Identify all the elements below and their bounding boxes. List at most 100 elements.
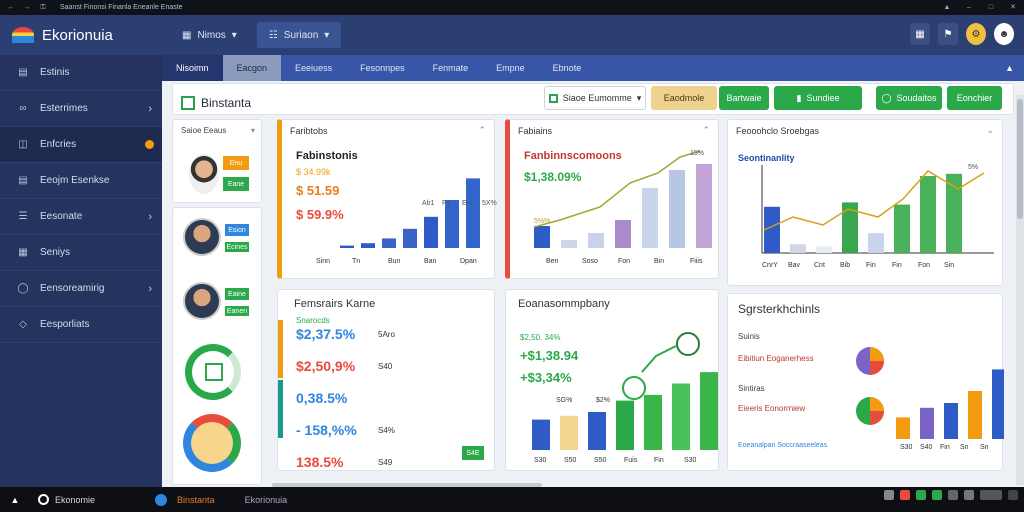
chart-bar [816, 246, 832, 253]
sidebar-item-3[interactable]: ◫ Enfcries [0, 127, 162, 163]
chart-bar [588, 412, 606, 450]
toolbar-button-5[interactable]: Eonchier [947, 86, 1002, 110]
avatar[interactable]: ☻ [994, 23, 1014, 45]
sidebar-item-label: Enfcries [40, 139, 77, 150]
tick-label: Soso [582, 258, 598, 265]
sidebar-item-1[interactable]: ▤ Estinis [0, 55, 162, 91]
start-icon[interactable]: ▲ [10, 494, 20, 505]
excel-icon[interactable] [916, 490, 926, 500]
clock [980, 490, 1002, 500]
flag-icon[interactable]: ⚑ [938, 23, 958, 45]
vertical-scrollbar[interactable] [1016, 95, 1024, 485]
sidebar-item-6[interactable]: ▦ Seniys [0, 235, 162, 271]
sidebar-item-label: Estinis [40, 67, 70, 78]
maximize-button[interactable]: □ [988, 4, 994, 11]
sidebar-item-4[interactable]: ▤ Eeojm Esenkse [0, 163, 162, 199]
people-panel: Esion Ecines Eaine Eanen [172, 207, 262, 485]
forward-icon[interactable]: → [23, 4, 31, 11]
sidebar-item-2[interactable]: ∞ Esterrimes › [0, 91, 162, 127]
search-icon[interactable] [38, 494, 49, 505]
chart-bar [588, 233, 604, 248]
section-label: Sintiras [738, 384, 765, 393]
window-titlebar: ← → ⚿ Saanst Finonsi Finanla Eneanle Ena… [0, 0, 1024, 15]
sidebar-item-label: Eeojm Esenkse [40, 175, 110, 186]
notification-icon[interactable] [1008, 490, 1018, 500]
list-icon: ☰ [18, 211, 28, 222]
minimize-button[interactable]: – [967, 4, 971, 11]
filter-select[interactable]: Siaoe Eumomme ▾ [544, 86, 646, 110]
chevron-right-icon: › [148, 210, 152, 223]
chart-bar [561, 240, 577, 248]
tab-2[interactable]: Eacgon [222, 55, 282, 81]
person-badge: Ecines [225, 242, 249, 252]
pie-slice [870, 361, 884, 375]
metric: $ 59.9% [296, 207, 344, 222]
app-icon[interactable] [900, 490, 910, 500]
people-panel-top: Saioe Eeaus ▾ Enu Eane [172, 119, 262, 203]
card-fabinstonis: Faribtobs ⌃ Fabinstonis $ 34.99k $ 51.59 $ … [277, 119, 497, 279]
header-menu-button[interactable]: ▦ Nimos ▾ [182, 29, 237, 41]
close-button[interactable]: ✕ [1010, 4, 1016, 11]
metric: 138.5% [296, 454, 344, 470]
chart-bar [944, 403, 958, 439]
sidebar-item-7[interactable]: ◯ Eensoreamirig › [0, 271, 162, 307]
row-label: Eieeris Eonorrniew [738, 404, 805, 413]
sidebar-item-label: Eesonate [40, 211, 83, 222]
battery-icon[interactable] [964, 490, 974, 500]
avatar[interactable] [183, 218, 221, 256]
tab-4[interactable]: Fesonnpes [360, 63, 405, 73]
chart-bar [868, 233, 884, 253]
apps-icon[interactable]: ▦ [910, 23, 930, 45]
chevron-down-icon[interactable]: ⌄ [986, 125, 994, 135]
browser-icon[interactable] [155, 493, 168, 506]
chart-bar [896, 417, 910, 439]
tab-1[interactable]: Nisoimn [162, 55, 223, 81]
chart-icon [205, 363, 223, 381]
toolbar-button-4[interactable]: ◯ Soudaitos [876, 86, 942, 110]
sidebar-item-label: Seniys [40, 247, 71, 258]
toolbar-button-2[interactable]: Bartwaie [719, 86, 769, 110]
tab-7[interactable]: Ebnote [552, 63, 582, 73]
card4-action-button[interactable]: S4E [462, 446, 484, 460]
avatar[interactable] [183, 282, 221, 320]
tab-5[interactable]: Fenmate [432, 63, 469, 73]
collapse-icon[interactable]: ⌃ [702, 125, 710, 135]
toolbar-button-1[interactable]: Eaodmole [651, 86, 717, 110]
sidebar-item-5[interactable]: ☰ Eesonate › [0, 199, 162, 235]
tick-label: Fin [892, 262, 902, 269]
sidebar-item-8[interactable]: ◇ Eesporliats [0, 307, 162, 343]
main-content: Binstanta Siaoe Eumomme ▾ Eaodmole Bartwa… [162, 81, 1024, 487]
metric-sub: S49 [378, 458, 393, 467]
sidebar-item-label: Eensoreamirig [40, 283, 105, 294]
money-icon [622, 376, 646, 400]
collapse-icon[interactable]: ⌃ [478, 125, 486, 135]
tick-label: S50 [564, 457, 577, 464]
pin-icon[interactable]: ▲ [943, 4, 951, 11]
taskbar-app-2[interactable]: Ekorionuia [244, 494, 288, 505]
metric-sub: S4% [378, 426, 395, 435]
toolbar-button-3[interactable]: ▮ Sundiee [774, 86, 862, 110]
doc-icon: ▦ [18, 247, 28, 258]
tab-6[interactable]: Empne [496, 63, 525, 73]
sheet-icon[interactable] [932, 490, 942, 500]
tick-label: F4 [442, 200, 450, 207]
horizontal-scrollbar[interactable] [272, 483, 542, 487]
chart-bar [466, 178, 480, 248]
grid-icon: ▦ [182, 29, 192, 41]
header-active-button[interactable]: ☷ Suriaon ▾ [256, 22, 342, 48]
chart-6: Suinis Eibitiun Eoganerhess Sintiras Eieeri… [738, 332, 1004, 451]
app-name: Ekorionuia [42, 26, 113, 44]
card-eoanasom: Eoanasommpbany $2,50. 34% +$1,38.94 +$3,34… [505, 289, 719, 471]
network-icon[interactable] [884, 490, 894, 500]
app-logo[interactable]: Ekorionuia [0, 15, 162, 55]
back-icon[interactable]: ← [7, 4, 15, 11]
settings-icon[interactable]: ⚙ [966, 23, 986, 45]
pie-slice [870, 347, 884, 361]
tick-label: SG% [556, 397, 572, 404]
chevron-up-icon[interactable]: ▲ [1005, 63, 1014, 73]
window-title: Saanst Finonsi Finanla Eneanle Enaste [60, 4, 183, 11]
volume-icon[interactable] [948, 490, 958, 500]
taskbar-label: Ekonomie [55, 494, 96, 505]
tab-3[interactable]: Eeeiuess [295, 63, 333, 73]
taskbar-app-1[interactable]: Binstanta [177, 494, 215, 505]
